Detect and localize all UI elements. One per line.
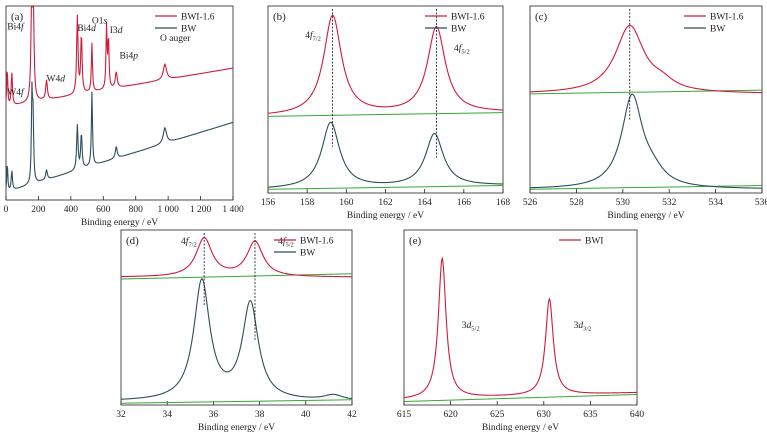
chart-panel-a: 0 200 400 600 800 1 000 1 200 1 400 Binding ener… [4, 5, 244, 228]
x-tick-label: 1 400 [222, 205, 244, 215]
x-tick-label: 40 [301, 410, 311, 420]
chart-panel-e: 615 620 625 630 635 640 Binding energy / eV (e)… [397, 229, 645, 433]
panel-label: (b) [273, 11, 286, 23]
x-tick-label: 0 [4, 205, 9, 215]
x-tick-label: 630 [537, 410, 552, 420]
x-axis-label: Binding energy / eV [347, 211, 424, 221]
series-line-bwi-1-6 [5, 6, 234, 105]
fit-baseline [403, 394, 638, 402]
x-tick-label: 32 [116, 410, 126, 420]
peak-annotation: 4f5/2 [454, 43, 470, 56]
x-tick-label: 536 [755, 198, 767, 208]
x-tick-label: 640 [630, 410, 645, 420]
legend-label: BW [300, 249, 315, 259]
x-tick-label: 635 [583, 410, 598, 420]
x-tick-label: 526 [523, 198, 538, 208]
plot-frame [267, 5, 504, 194]
peak-annotation: 3d5/2 [462, 321, 480, 333]
x-tick-label: 600 [96, 205, 111, 215]
x-axis-label: Binding energy / eV [482, 423, 559, 433]
x-axis-label: Binding energy / eV [607, 211, 684, 221]
legend-label: BWI [585, 237, 603, 247]
peak-annotation: W4f [7, 87, 25, 98]
series-line-bwi-1-6 [529, 24, 763, 94]
panel-label: (c) [535, 11, 548, 23]
fit-baseline [120, 399, 353, 404]
x-tick-label: 620 [443, 410, 458, 420]
x-tick-label: 530 [616, 198, 631, 208]
x-axis-label: Binding energy / eV [81, 218, 158, 228]
x-tick-label: 528 [569, 198, 584, 208]
series-line-bw [5, 81, 234, 189]
legend-label: BWI-1.6 [300, 237, 334, 247]
x-tick-label: 534 [708, 198, 723, 208]
peak-annotation: Bi4d [77, 24, 96, 34]
x-tick-label: 625 [490, 410, 505, 420]
series-line-bwi-1-6 [267, 14, 504, 114]
x-tick-label: 200 [31, 205, 46, 215]
legend-label: BW [181, 25, 196, 35]
x-tick-label: 1 000 [157, 205, 179, 215]
fit-baseline [267, 112, 504, 117]
peak-annotation: O1s [92, 16, 108, 26]
series-line-bw [267, 121, 504, 188]
x-tick-label: 615 [397, 410, 412, 420]
peak-annotation: 4f7/2 [305, 30, 321, 43]
panel-label: (a) [11, 11, 24, 23]
legend-label: BWI-1.6 [181, 13, 215, 23]
peak-annotation: O auger [160, 34, 191, 44]
panel-label: (e) [409, 235, 422, 247]
series-line-bwi [403, 256, 638, 399]
peak-annotation: 4f5/2 [278, 236, 294, 249]
x-tick-label: 532 [662, 198, 677, 208]
x-tick-label: 800 [129, 205, 144, 215]
x-tick-label: 36 [209, 410, 219, 420]
x-tick-label: 164 [418, 198, 433, 208]
legend-label: BWI-1.6 [710, 13, 744, 23]
x-tick-label: 1 200 [190, 205, 212, 215]
peak-annotation: Bi4p [120, 51, 139, 61]
plot-frame [120, 229, 353, 406]
chart-panel-b: 156 158 160 162 164 166 168 Binding energy / eV… [261, 5, 511, 221]
x-tick-label: 162 [378, 198, 393, 208]
series-line-bwi-1-6 [120, 236, 353, 278]
peak-annotation: 4f7/2 [181, 236, 197, 249]
x-tick-label: 38 [255, 410, 265, 420]
x-tick-label: 34 [162, 410, 172, 420]
fit-baseline [267, 185, 504, 190]
fit-baseline [120, 273, 353, 280]
legend-label: BW [710, 25, 725, 35]
plot-frame [403, 229, 638, 406]
x-tick-label: 168 [496, 198, 511, 208]
x-axis-label: Binding energy / eV [198, 423, 275, 433]
x-tick-label: 42 [347, 410, 357, 420]
x-tick-label: 156 [261, 198, 276, 208]
x-tick-label: 160 [339, 198, 354, 208]
series-line-bw [120, 278, 353, 400]
plot-frame [5, 5, 234, 201]
chart-panel-d: 32 34 36 38 40 42 Binding energy / eV (d) 4f7/2 4… [116, 229, 357, 433]
peak-annotation: W4d [47, 75, 66, 85]
plot-frame [529, 5, 763, 194]
legend-label: BWI-1.6 [451, 13, 485, 23]
x-tick-label: 166 [457, 198, 472, 208]
legend-label: BW [451, 25, 466, 35]
x-tick-label: 400 [64, 205, 79, 215]
chart-panel-c: 526 528 530 532 534 536 Binding energy / eV (c)… [523, 5, 767, 221]
peak-annotation: 3d3/2 [574, 321, 592, 333]
peak-annotation: Bi4f [7, 21, 25, 32]
series-line-bw [529, 93, 762, 189]
x-tick-label: 158 [300, 198, 315, 208]
fit-baseline [529, 185, 763, 190]
panel-label: (d) [126, 235, 139, 247]
peak-annotation: I3d [110, 26, 123, 36]
